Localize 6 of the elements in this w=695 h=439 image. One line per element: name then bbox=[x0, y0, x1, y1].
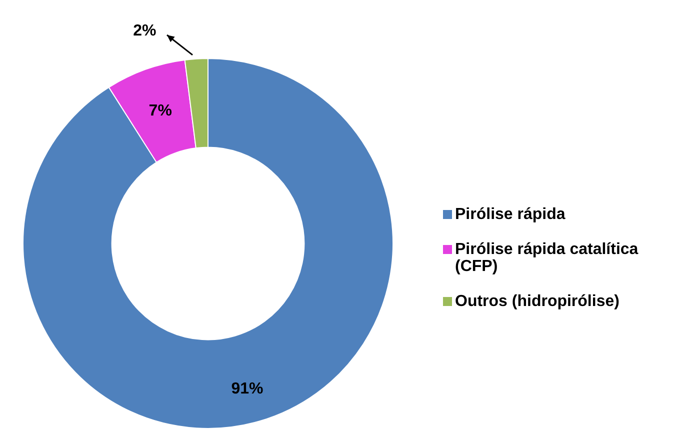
legend-label: Pirólise rápida bbox=[455, 206, 566, 223]
data-label: 2% bbox=[133, 22, 156, 40]
legend-label: Outros (hidropirólise) bbox=[455, 293, 620, 310]
data-label: 7% bbox=[148, 102, 172, 120]
legend-label: Pirólise rápida catalítica (CFP) bbox=[455, 241, 640, 275]
data-label: 91% bbox=[231, 380, 264, 398]
